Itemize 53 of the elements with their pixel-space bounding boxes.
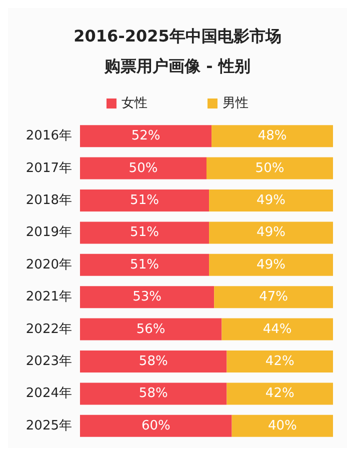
bar bbox=[80, 222, 210, 244]
bar bbox=[80, 382, 227, 405]
bar bbox=[212, 125, 333, 148]
data-label: 42% bbox=[265, 354, 294, 369]
data-label: 51% bbox=[130, 225, 159, 240]
data-label: 58% bbox=[138, 354, 168, 369]
y-tick-label: 2020年 bbox=[26, 257, 72, 272]
y-tick-label: 2019年 bbox=[26, 225, 72, 240]
bar bbox=[209, 222, 333, 244]
bar bbox=[222, 318, 333, 340]
bar bbox=[80, 350, 227, 372]
data-label: 53% bbox=[132, 290, 162, 305]
data-label: 47% bbox=[259, 290, 288, 305]
y-tick-label: 2024年 bbox=[26, 386, 72, 402]
bar bbox=[80, 125, 212, 148]
bar bbox=[209, 190, 333, 212]
bar bbox=[209, 254, 333, 276]
y-tick-label: 2025年 bbox=[26, 418, 72, 434]
bar bbox=[80, 286, 214, 308]
data-label: 52% bbox=[131, 128, 160, 144]
data-label: 50% bbox=[128, 160, 158, 176]
legend-label: 男性 bbox=[222, 96, 248, 111]
data-label: 49% bbox=[256, 225, 286, 240]
legend-label: 女性 bbox=[122, 96, 148, 111]
y-tick-label: 2022年 bbox=[26, 322, 72, 337]
bar bbox=[226, 382, 333, 405]
data-label: 49% bbox=[256, 257, 286, 272]
y-tick-label: 2018年 bbox=[26, 193, 72, 208]
data-label: 49% bbox=[256, 193, 286, 208]
bar bbox=[80, 157, 206, 180]
y-tick-label: 2023年 bbox=[26, 354, 72, 369]
bar bbox=[80, 414, 232, 437]
data-label: 60% bbox=[141, 418, 170, 434]
bar bbox=[214, 286, 333, 308]
y-tick-label: 2021年 bbox=[26, 290, 72, 305]
data-label: 51% bbox=[130, 193, 159, 208]
chart-title: 2016-2025年中国电影市场购票用户画像 - 性别 bbox=[74, 26, 282, 76]
bar bbox=[80, 254, 210, 276]
data-label: 40% bbox=[268, 418, 297, 434]
data-label: 56% bbox=[136, 322, 166, 337]
y-tick-label: 2017年 bbox=[26, 160, 72, 176]
data-label: 50% bbox=[255, 160, 284, 176]
data-label: 48% bbox=[258, 128, 287, 144]
bar bbox=[232, 414, 333, 437]
data-label: 42% bbox=[265, 386, 294, 402]
bar bbox=[80, 318, 222, 340]
bar bbox=[80, 190, 210, 212]
bar bbox=[226, 350, 333, 372]
y-tick-label: 2016年 bbox=[26, 128, 72, 144]
bar bbox=[206, 157, 333, 180]
data-label: 51% bbox=[130, 257, 159, 272]
data-label: 44% bbox=[262, 322, 292, 337]
data-label: 58% bbox=[138, 386, 168, 402]
